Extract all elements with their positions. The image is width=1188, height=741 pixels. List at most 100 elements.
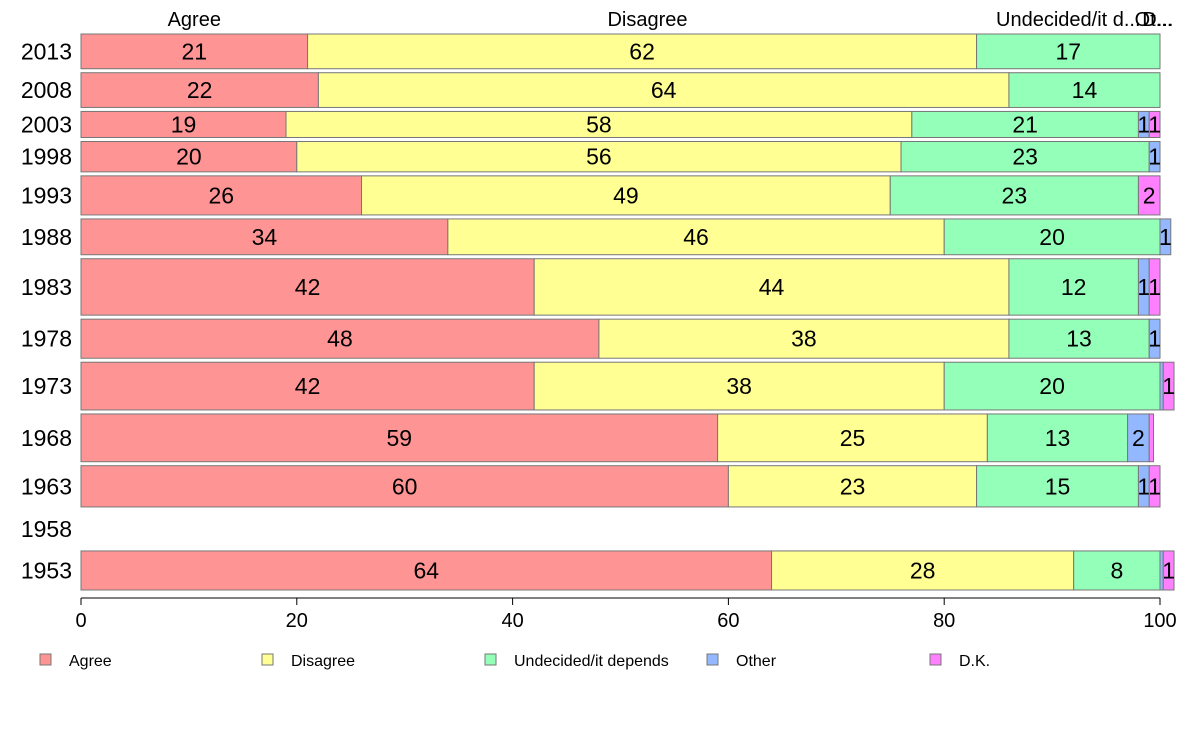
bar-1988-undecided-it-depends [943, 218, 1161, 256]
data-label-1988-3: 1 [1159, 224, 1172, 250]
category-label-1968: 1968 [21, 425, 72, 451]
bar-2003-agree [80, 110, 287, 138]
data-label-1953-1: 28 [910, 557, 936, 583]
data-label-2008-2: 14 [1072, 77, 1098, 103]
bar-1953-d-k- [1162, 550, 1175, 591]
data-label-1963-1: 23 [840, 473, 866, 499]
category-label-2008: 2008 [21, 77, 72, 103]
data-label-2003-1: 58 [586, 111, 612, 137]
bar-1973-d-k- [1162, 361, 1175, 411]
legend-swatch-0 [39, 653, 52, 666]
data-label-1983-2: 12 [1061, 274, 1087, 300]
data-label-1988-1: 46 [683, 224, 709, 250]
data-label-1983-3: 1 [1137, 274, 1150, 300]
category-label-1983: 1983 [21, 274, 72, 300]
bar-2008-undecided-it-depends [1008, 72, 1161, 108]
bar-2013-undecided-it-depends [976, 33, 1161, 70]
data-label-1983-1: 44 [759, 274, 785, 300]
data-label-1998-3: 1 [1148, 144, 1161, 170]
x-tick-label-100: 100 [1143, 610, 1176, 632]
category-label-1953: 1953 [21, 557, 72, 583]
data-label-1973-2: 20 [1039, 373, 1065, 399]
data-label-1963-3: 1 [1137, 473, 1150, 499]
data-label-2003-0: 19 [171, 111, 197, 137]
category-label-1973: 1973 [21, 373, 72, 399]
bar-1978-agree [80, 318, 600, 359]
legend-label-3: Other [736, 653, 777, 670]
data-label-1953-2: 8 [1110, 557, 1123, 583]
bar-1998-other [1148, 140, 1161, 173]
category-label-1963: 1963 [21, 473, 72, 499]
data-label-1968-0: 59 [387, 425, 413, 451]
data-label-1993-2: 23 [1002, 182, 1028, 208]
category-label-1978: 1978 [21, 326, 72, 352]
data-label-1953-0: 64 [413, 557, 439, 583]
legend-label-1: Disagree [291, 653, 355, 670]
data-label-1998-1: 56 [586, 144, 612, 170]
data-label-1968-2: 13 [1045, 425, 1071, 451]
bar-2003-d-k- [1148, 110, 1161, 138]
bar-1993-agree [80, 175, 363, 216]
data-label-2003-3: 1 [1137, 111, 1150, 137]
bar-1968-undecided-it-depends [986, 413, 1129, 463]
data-label-1973-4: 1 [1162, 373, 1175, 399]
data-label-2008-1: 64 [651, 77, 677, 103]
data-label-1973-1: 38 [726, 373, 752, 399]
data-label-1978-1: 38 [791, 326, 817, 352]
bar-1988-agree [80, 218, 449, 256]
top-label-1: Disagree [607, 9, 687, 31]
bar-1973-undecided-it-depends [943, 361, 1161, 411]
legend-swatch-2 [484, 653, 497, 666]
bar-1953-undecided-it-depends [1073, 550, 1161, 591]
data-label-1963-4: 1 [1148, 473, 1161, 499]
top-label-3: Ot... [1135, 9, 1173, 31]
bar-1953-disagree [771, 550, 1075, 591]
bar-1993-d-k- [1137, 175, 1161, 216]
bar-1983-d-k- [1148, 258, 1161, 316]
legend-label-2: Undecided/it depends [514, 653, 669, 670]
bar-1978-other [1148, 318, 1161, 359]
x-tick-label-80: 80 [933, 610, 955, 632]
data-label-1988-0: 34 [252, 224, 278, 250]
data-label-2003-4: 1 [1148, 111, 1161, 137]
bar-2003-undecided-it-depends [911, 110, 1139, 138]
category-label-1998: 1998 [21, 144, 72, 170]
legend-swatch-4 [929, 653, 942, 666]
data-label-1963-2: 15 [1045, 473, 1071, 499]
bar-1998-undecided-it-depends [900, 140, 1150, 173]
data-label-1968-1: 25 [840, 425, 866, 451]
data-label-1993-0: 26 [208, 182, 234, 208]
bar-1978-disagree [598, 318, 1010, 359]
data-label-2013-2: 17 [1055, 38, 1081, 64]
data-label-1993-1: 49 [613, 182, 639, 208]
data-label-2003-2: 21 [1012, 111, 1038, 137]
category-label-1993: 1993 [21, 182, 72, 208]
data-label-1998-2: 23 [1012, 144, 1038, 170]
legend-label-4: D.K. [959, 653, 990, 670]
data-label-1978-3: 1 [1148, 326, 1161, 352]
category-label-1958: 1958 [21, 516, 72, 542]
data-label-1978-2: 13 [1066, 326, 1092, 352]
data-label-2008-0: 22 [187, 77, 213, 103]
data-label-1983-0: 42 [295, 274, 321, 300]
data-label-1973-0: 42 [295, 373, 321, 399]
legend-label-0: Agree [69, 653, 112, 670]
data-label-1968-3: 2 [1132, 425, 1145, 451]
category-label-2003: 2003 [21, 111, 72, 137]
data-label-1953-4: 1 [1162, 557, 1175, 583]
top-label-4: D... [1142, 9, 1173, 31]
bar-1963-d-k- [1148, 465, 1161, 508]
bar-2003-disagree [285, 110, 913, 138]
bar-1983-agree [80, 258, 535, 316]
data-label-1978-0: 48 [327, 326, 353, 352]
x-tick-label-40: 40 [501, 610, 523, 632]
legend-swatch-3 [706, 653, 719, 666]
bar-1963-disagree [727, 465, 978, 508]
bar-1983-disagree [533, 258, 1010, 316]
data-label-2013-1: 62 [629, 38, 655, 64]
bar-1998-agree [80, 140, 298, 173]
bar-1998-disagree [296, 140, 902, 173]
top-label-0: Agree [168, 9, 221, 31]
bar-1973-agree [80, 361, 535, 411]
